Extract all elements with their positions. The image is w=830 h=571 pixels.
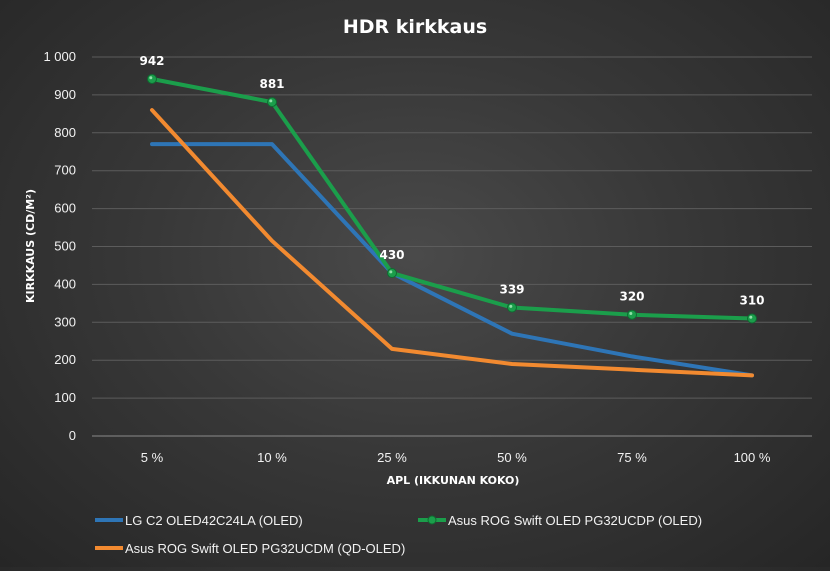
y-tick-label: 300 — [54, 314, 76, 329]
data-labels: 942 881 430 339 320 310 — [139, 54, 764, 308]
series-line — [150, 76, 754, 321]
y-tick-label: 400 — [54, 276, 76, 291]
data-point — [147, 73, 157, 84]
data-point-highlight — [509, 304, 513, 308]
data-point-highlight — [389, 270, 393, 274]
y-tick-label: 700 — [54, 163, 76, 178]
legend-label: Asus ROG Swift OLED PG32UCDM (QD-OLED) — [125, 541, 405, 556]
data-label: 310 — [739, 294, 764, 308]
y-tick-label: 100 — [54, 390, 76, 405]
y-axis-ticks: 0 100 200 300 400 500 600 700 800 900 1 000 — [43, 49, 76, 443]
data-point — [387, 268, 397, 279]
chart-title: HDR kirkkaus — [343, 16, 487, 38]
series-line — [150, 108, 754, 378]
y-axis-title: KIRKKAUS (CD/M²) — [24, 189, 37, 303]
x-tick-label: 25 % — [377, 450, 407, 465]
x-axis-title: APL (IKKUNAN KOKO) — [387, 474, 520, 487]
x-tick-label: 10 % — [257, 450, 287, 465]
x-tick-label: 50 % — [497, 450, 527, 465]
data-point-highlight — [749, 315, 753, 319]
data-point — [627, 309, 637, 320]
y-tick-label: 0 — [69, 428, 76, 443]
gridlines — [92, 56, 812, 399]
y-tick-label: 900 — [54, 87, 76, 102]
y-tick-label: 1 000 — [43, 49, 76, 64]
legend-label: Asus ROG Swift OLED PG32UCDP (OLED) — [448, 513, 702, 528]
data-label: 881 — [259, 77, 284, 91]
x-tick-label: 5 % — [141, 450, 164, 465]
y-tick-label: 500 — [54, 239, 76, 254]
data-label: 430 — [379, 248, 404, 262]
legend-item: Asus ROG Swift OLED PG32UCDM (QD-OLED) — [95, 541, 405, 556]
legend: LG C2 OLED42C24LA (OLED) Asus ROG Swift O… — [95, 513, 702, 556]
legend-marker — [427, 515, 437, 525]
x-axis-ticks: 5 % 10 % 25 % 50 % 75 % 100 % — [141, 450, 771, 465]
legend-label: LG C2 OLED42C24LA (OLED) — [125, 513, 303, 528]
y-tick-label: 800 — [54, 125, 76, 140]
series-line — [150, 142, 754, 378]
y-tick-label: 200 — [54, 352, 76, 367]
data-point — [747, 313, 757, 324]
data-point-highlight — [629, 312, 633, 316]
series-layer — [147, 73, 757, 378]
data-label: 320 — [619, 290, 644, 304]
legend-item: LG C2 OLED42C24LA (OLED) — [95, 513, 303, 528]
x-tick-label: 100 % — [734, 450, 771, 465]
legend-item: Asus ROG Swift OLED PG32UCDP (OLED) — [418, 513, 702, 528]
data-point — [507, 302, 517, 313]
y-tick-label: 600 — [54, 201, 76, 216]
data-point — [267, 97, 277, 108]
data-label: 339 — [499, 283, 524, 297]
data-point-highlight — [269, 99, 273, 103]
data-point-highlight — [149, 76, 153, 80]
data-label: 942 — [139, 54, 164, 68]
x-tick-label: 75 % — [617, 450, 647, 465]
